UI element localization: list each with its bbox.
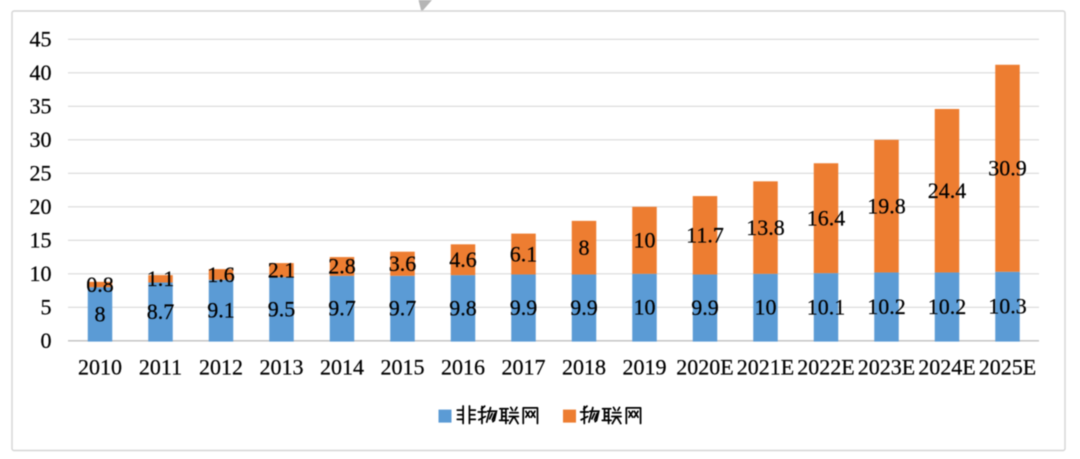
svg-text:15: 15 — [30, 228, 52, 253]
svg-text:9.1: 9.1 — [207, 298, 235, 323]
svg-text:8: 8 — [579, 235, 590, 260]
svg-text:19.8: 19.8 — [867, 193, 906, 218]
svg-text:2020E: 2020E — [676, 355, 733, 380]
svg-text:9.7: 9.7 — [389, 296, 417, 321]
svg-text:9.8: 9.8 — [449, 295, 477, 320]
svg-text:2013: 2013 — [260, 355, 304, 380]
svg-text:10: 10 — [30, 261, 52, 286]
svg-text:2010: 2010 — [78, 355, 122, 380]
svg-text:2017: 2017 — [502, 355, 546, 380]
svg-text:2021E: 2021E — [737, 355, 794, 380]
svg-text:30: 30 — [30, 127, 52, 152]
svg-text:8.7: 8.7 — [147, 299, 175, 324]
svg-text:40: 40 — [30, 60, 52, 85]
svg-text:13.8: 13.8 — [746, 215, 785, 240]
svg-text:2.1: 2.1 — [268, 257, 296, 282]
svg-text:10.1: 10.1 — [807, 294, 846, 319]
svg-text:10.2: 10.2 — [928, 294, 967, 319]
svg-text:25: 25 — [30, 161, 52, 186]
svg-text:2025E: 2025E — [979, 355, 1036, 380]
svg-text:10: 10 — [634, 295, 656, 320]
svg-text:11.7: 11.7 — [686, 223, 724, 248]
svg-text:2011: 2011 — [139, 355, 182, 380]
svg-text:10: 10 — [755, 295, 777, 320]
svg-text:45: 45 — [30, 27, 52, 52]
svg-text:9.7: 9.7 — [328, 296, 356, 321]
svg-text:2024E: 2024E — [918, 355, 975, 380]
svg-text:2012: 2012 — [199, 355, 243, 380]
svg-text:0.8: 0.8 — [86, 272, 114, 297]
svg-text:9.9: 9.9 — [570, 295, 598, 320]
svg-text:24.4: 24.4 — [928, 178, 967, 203]
svg-text:3.6: 3.6 — [389, 251, 417, 276]
svg-text:16.4: 16.4 — [807, 206, 846, 231]
svg-text:2016: 2016 — [441, 355, 485, 380]
svg-text:10.2: 10.2 — [867, 294, 906, 319]
svg-text:20: 20 — [30, 194, 52, 219]
svg-text:1.1: 1.1 — [147, 266, 175, 291]
svg-text:2018: 2018 — [562, 355, 606, 380]
svg-text:2019: 2019 — [623, 355, 667, 380]
svg-text:1.6: 1.6 — [207, 262, 235, 287]
svg-text:5: 5 — [41, 295, 52, 320]
svg-text:9.9: 9.9 — [510, 295, 538, 320]
svg-text:2022E: 2022E — [797, 355, 854, 380]
svg-text:2.8: 2.8 — [328, 254, 356, 279]
svg-text:0: 0 — [41, 328, 52, 353]
svg-text:10.3: 10.3 — [988, 294, 1027, 319]
svg-text:35: 35 — [30, 94, 52, 119]
svg-text:9.5: 9.5 — [268, 296, 296, 321]
svg-text:4.6: 4.6 — [449, 247, 477, 272]
svg-text:2014: 2014 — [320, 355, 364, 380]
svg-text:2015: 2015 — [381, 355, 425, 380]
svg-text:10: 10 — [634, 228, 656, 253]
svg-text:30.9: 30.9 — [988, 156, 1027, 181]
svg-text:2023E: 2023E — [858, 355, 915, 380]
svg-text:9.9: 9.9 — [691, 295, 719, 320]
svg-text:6.1: 6.1 — [510, 241, 538, 266]
svg-text:8: 8 — [95, 301, 106, 326]
